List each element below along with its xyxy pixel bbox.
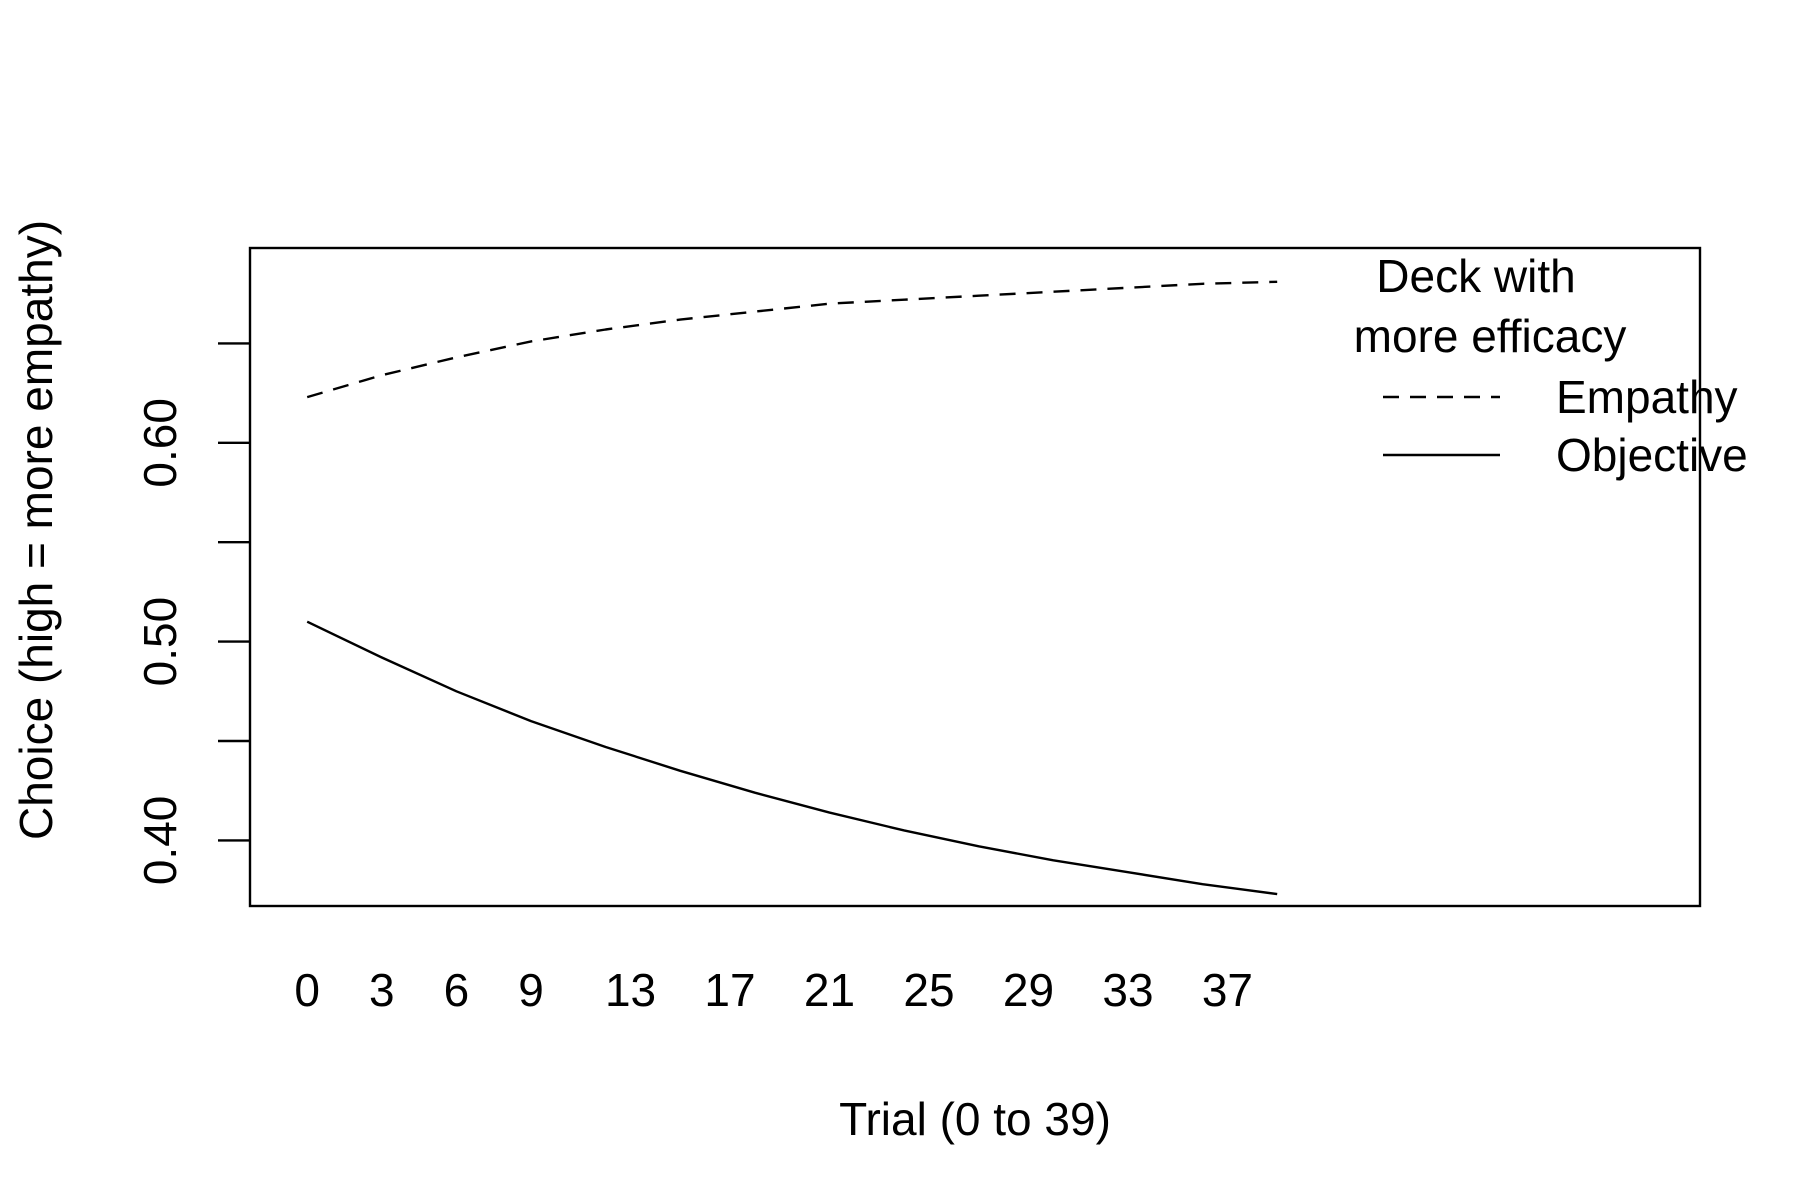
- series-group: [306, 280, 1278, 896]
- x-tick-label-5: 17: [704, 964, 755, 1016]
- x-tick-label-1: 3: [369, 964, 395, 1016]
- series-line-objective: [306, 620, 1278, 896]
- plot-frame: [248, 246, 1702, 908]
- x-tick-label-2: 6: [444, 964, 470, 1016]
- series-line-empathy: [306, 280, 1278, 399]
- legend-label-empathy: Empathy: [1556, 371, 1738, 423]
- x-tick-label-3: 9: [518, 964, 544, 1016]
- legend-label-objective: Objective: [1556, 429, 1748, 481]
- x-tick-label-7: 25: [903, 964, 954, 1016]
- y-tick-label-2: 0.60: [134, 398, 186, 488]
- y-tick-label-1: 0.50: [134, 597, 186, 687]
- x-tick-labels: 0 3 6 9 13 17 21 25 29 33 37: [294, 964, 1253, 1016]
- x-axis-label: Trial (0 to 39): [839, 1093, 1111, 1145]
- legend: Deck with more efficacy Empathy Objectiv…: [1354, 250, 1748, 481]
- x-tick-label-0: 0: [294, 964, 320, 1016]
- legend-title-line-1: Deck with: [1376, 250, 1575, 302]
- y-axis-label: Choice (high = more empathy): [10, 220, 62, 840]
- y-tick-label-0: 0.40: [134, 796, 186, 886]
- x-tick-label-10: 37: [1202, 964, 1253, 1016]
- x-tick-label-9: 33: [1102, 964, 1153, 1016]
- x-tick-label-6: 21: [804, 964, 855, 1016]
- x-tick-label-8: 29: [1003, 964, 1054, 1016]
- legend-title-line-2: more efficacy: [1354, 310, 1627, 362]
- y-axis: 0.40 0.50 0.60: [134, 342, 250, 886]
- x-tick-label-4: 13: [605, 964, 656, 1016]
